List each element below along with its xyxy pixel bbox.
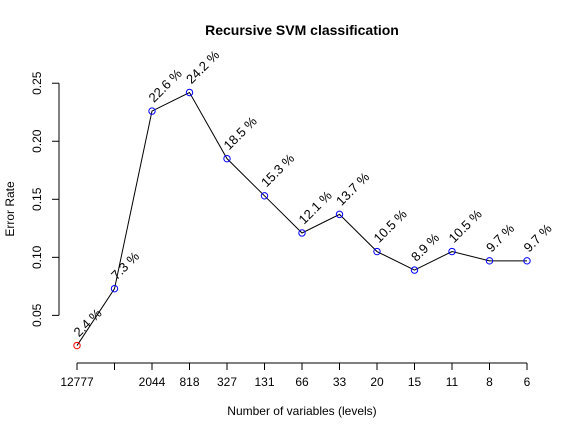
chart-title: Recursive SVM classification (205, 22, 399, 38)
x-axis: 12777 2044 818 327 131 66 33 20 15 11 8 6 (60, 362, 531, 389)
data-point (335, 210, 344, 219)
series-line (76, 91, 527, 346)
x-tick-label: 327 (217, 375, 237, 389)
data-label: 9.7 % (521, 221, 555, 255)
y-tick-label: 0.20 (30, 129, 44, 153)
x-tick-label: 6 (524, 375, 531, 389)
y-axis-title: Error Rate (3, 181, 17, 237)
x-tick-label: 2044 (139, 375, 166, 389)
x-tick-label: 8 (486, 375, 493, 389)
y-axis: 0.05 0.10 0.15 0.20 0.25 (30, 71, 60, 327)
data-point (185, 88, 194, 97)
x-tick-label: 33 (333, 375, 347, 389)
data-label: 7.3 % (108, 248, 142, 282)
data-label: 24.2 % (183, 47, 223, 87)
data-labels: 2.4 %7.3 %22.6 %24.2 %18.5 %15.3 %12.1 %… (71, 47, 555, 340)
data-label: 22.6 % (146, 66, 186, 106)
x-tick-label: 20 (370, 375, 384, 389)
data-label: 13.7 % (333, 169, 373, 209)
y-tick-label: 0.15 (30, 187, 44, 211)
data-point (73, 341, 81, 350)
points (73, 88, 531, 350)
data-point (298, 229, 306, 237)
x-tick-label: 15 (408, 375, 422, 389)
data-point (448, 247, 456, 256)
data-point (110, 284, 119, 293)
data-label: 10.5 % (446, 206, 486, 246)
data-point (223, 154, 231, 163)
x-tick-label: 11 (446, 375, 459, 389)
series (76, 91, 527, 346)
x-tick-label: 818 (179, 375, 199, 389)
data-point (523, 257, 531, 265)
data-label: 12.1 % (296, 188, 336, 228)
x-tick-label: 131 (254, 375, 274, 389)
x-tick-label: 66 (295, 375, 309, 389)
data-label: 10.5 % (371, 206, 411, 246)
data-label: 18.5 % (221, 113, 261, 153)
x-axis-title: Number of variables (levels) (227, 404, 376, 418)
data-point (410, 266, 419, 274)
y-tick-label: 0.10 (30, 245, 44, 269)
y-tick-label: 0.05 (30, 303, 44, 327)
data-point (260, 192, 269, 200)
data-point (373, 247, 381, 256)
data-point (148, 107, 156, 115)
data-label: 15.3 % (258, 150, 298, 190)
data-label: 9.7 % (483, 221, 517, 255)
x-tick-label: 12777 (60, 375, 94, 389)
data-point (485, 257, 494, 265)
y-tick-label: 0.25 (30, 71, 44, 95)
